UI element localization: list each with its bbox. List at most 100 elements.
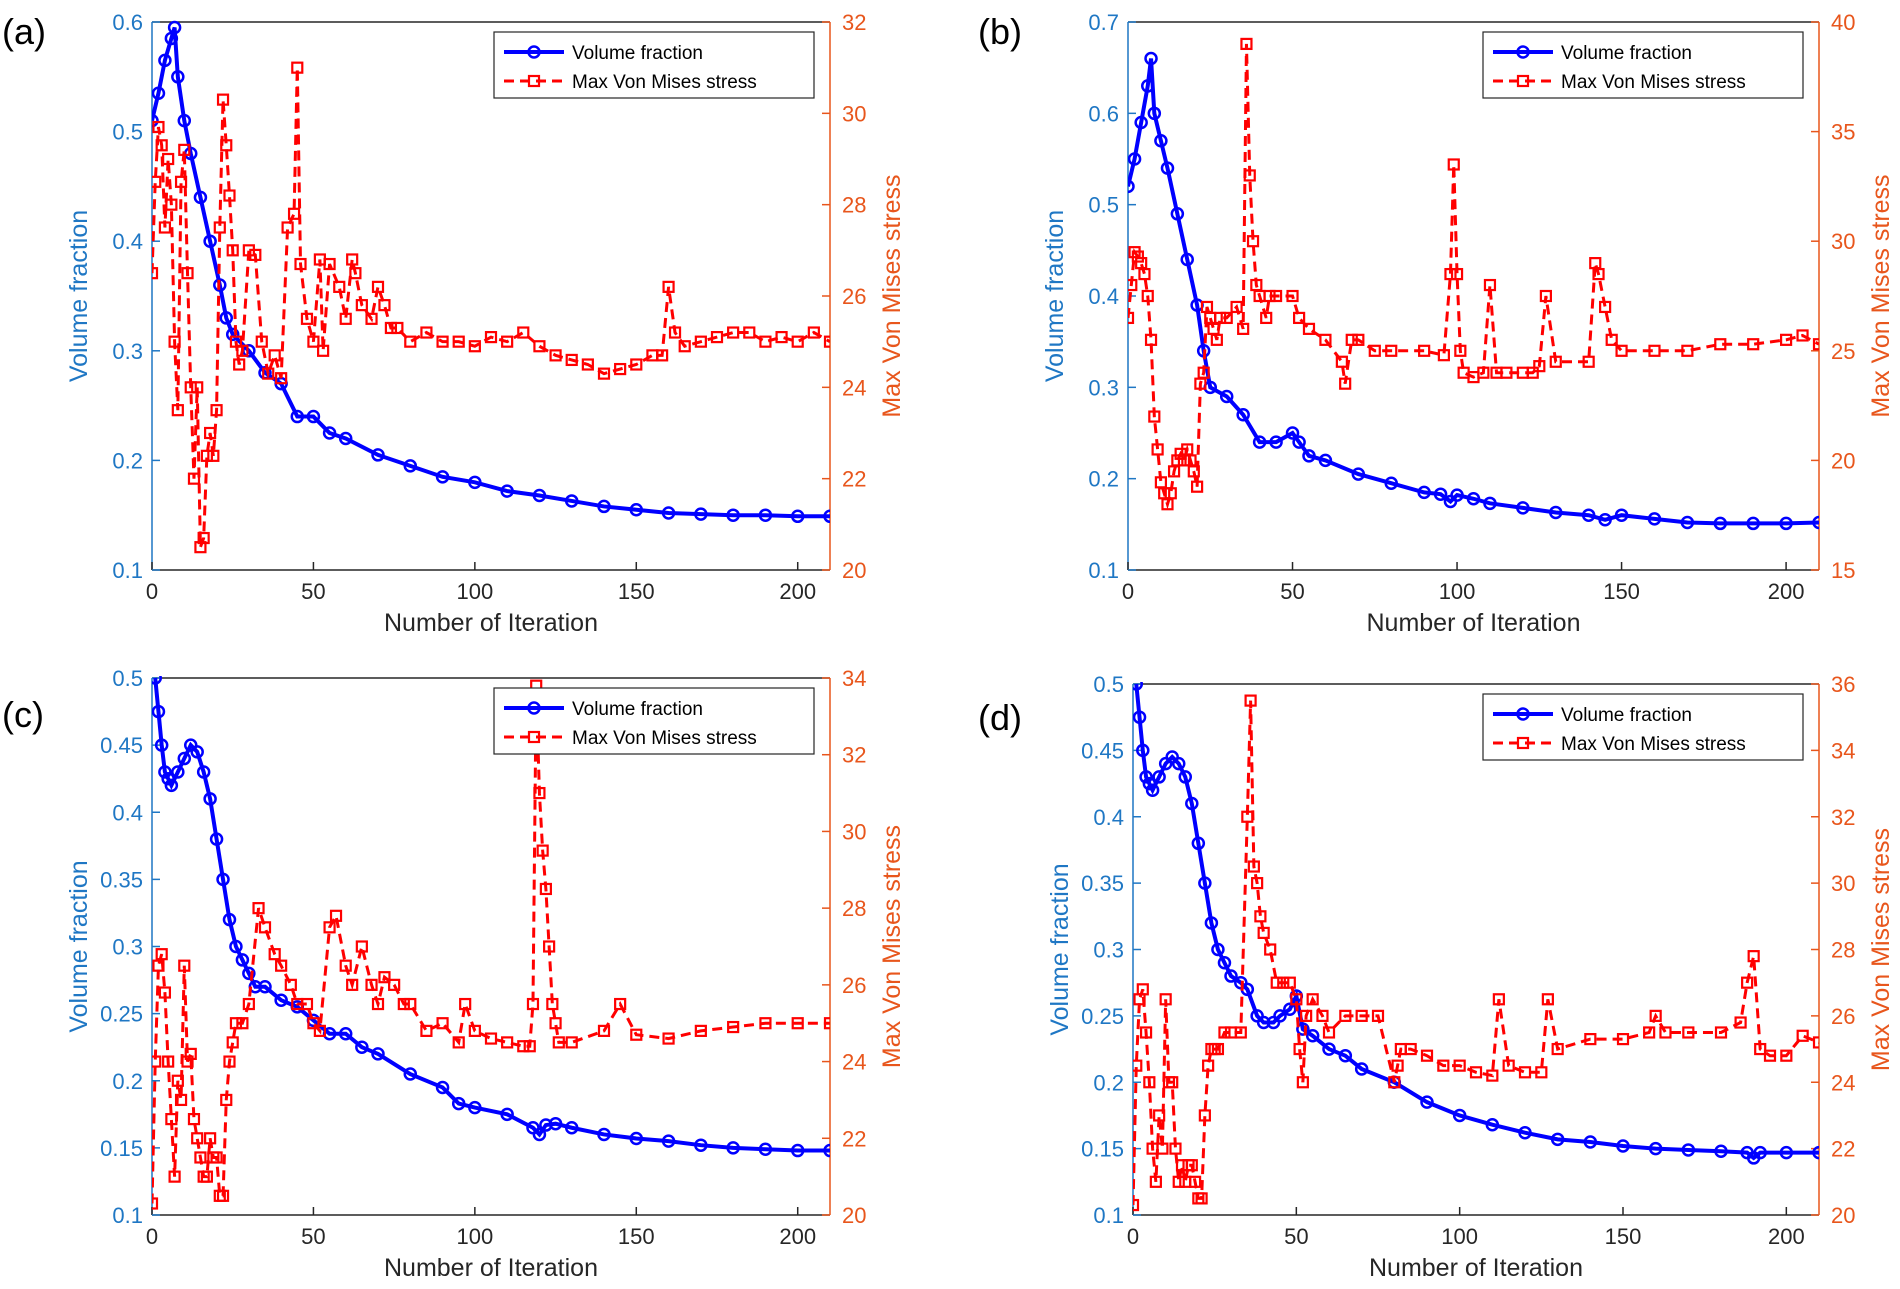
stress-marker — [1539, 289, 1552, 303]
volume-fraction-series — [1133, 682, 1819, 1165]
y-left-tick-label: 0.15 — [100, 1136, 143, 1161]
stress-marker — [174, 1093, 188, 1107]
stress-marker — [1780, 1049, 1793, 1062]
volume-fraction-marker — [1142, 776, 1157, 791]
volume-fraction-marker — [1134, 115, 1148, 130]
y-right-tick-label: 32 — [842, 743, 866, 768]
y-left-tick-label: 0.2 — [112, 1069, 143, 1094]
volume-fraction-marker — [161, 771, 175, 786]
stress-marker — [229, 1017, 243, 1030]
volume-fraction-marker — [694, 1138, 708, 1152]
stress-marker — [791, 1017, 804, 1030]
stress-marker — [1133, 1059, 1143, 1072]
stress-marker — [597, 1024, 611, 1037]
stress-marker — [1264, 943, 1277, 956]
volume-fraction-marker — [629, 502, 644, 517]
stress-marker — [287, 207, 301, 220]
x-tick-label: 100 — [1441, 1224, 1478, 1249]
stress-marker — [378, 971, 391, 984]
volume-fraction-marker — [1714, 1144, 1728, 1159]
stress-marker — [1605, 333, 1618, 346]
x-tick-label: 150 — [618, 579, 655, 604]
legend-swatch-marker — [527, 74, 541, 88]
y-left-tick-label: 0.3 — [1088, 375, 1119, 400]
stress-marker — [539, 882, 552, 896]
y-right-tick-label: 20 — [842, 1203, 866, 1228]
stress-marker — [207, 449, 220, 462]
panel-label: (a) — [2, 11, 46, 52]
legend-box — [493, 687, 815, 755]
stress-marker — [152, 1055, 162, 1068]
legend-label: Volume fraction — [572, 43, 703, 64]
stress-marker — [275, 959, 288, 972]
stress-marker — [656, 349, 669, 362]
stress-series — [1128, 37, 1819, 511]
y-right-tick-label: 35 — [1831, 120, 1855, 145]
stress-marker — [307, 1017, 320, 1030]
stress-marker — [1316, 1009, 1329, 1022]
stress-marker — [630, 1028, 643, 1041]
volume-fraction-marker — [403, 1067, 418, 1081]
stress-marker — [1241, 810, 1254, 823]
stress-marker — [391, 321, 404, 335]
stress-marker — [1648, 344, 1661, 357]
volume-fraction-marker — [171, 765, 185, 779]
volume-fraction-marker — [1171, 756, 1186, 771]
stress-marker — [1151, 443, 1164, 456]
stress-marker — [1322, 1026, 1336, 1039]
y-left-tick-label: 0.25 — [100, 1002, 143, 1027]
y-left-tick-label: 0.25 — [1081, 1004, 1124, 1029]
stress-marker — [1166, 1076, 1179, 1089]
volume-fraction-marker — [500, 484, 514, 498]
y-right-tick-label: 24 — [842, 375, 866, 400]
stress-marker — [404, 997, 417, 1011]
stress-marker — [1747, 338, 1760, 351]
stress-marker — [597, 367, 611, 380]
volume-fraction-marker — [758, 508, 773, 522]
legend-swatch-marker — [1516, 45, 1530, 59]
y-right-tick-label: 20 — [842, 558, 866, 583]
stress-marker — [630, 358, 643, 371]
volume-fraction-marker — [790, 1143, 805, 1158]
stress-marker — [459, 997, 472, 1011]
stress-marker — [197, 531, 210, 545]
stress-marker — [452, 335, 465, 348]
y-right-tick-label: 36 — [1831, 672, 1855, 697]
stress-marker — [329, 909, 343, 922]
y-right-tick-label: 26 — [1831, 1004, 1855, 1029]
stress-marker — [1391, 1059, 1404, 1072]
volume-fraction-marker — [1338, 1048, 1353, 1063]
chart-panel-a: (a) 0 50 100 150 200 0.1 0.2 0.3 0.4 0.5 0.6 20 22 24 2… — [2, 10, 906, 637]
volume-fraction-marker — [1236, 407, 1250, 422]
stress-marker — [384, 321, 398, 335]
volume-fraction-marker — [213, 278, 227, 292]
stress-marker — [184, 381, 197, 394]
stress-marker — [378, 299, 391, 312]
y-left-tick-label: 0.4 — [112, 229, 143, 254]
legend-swatch-marker — [1516, 736, 1530, 750]
stress-marker — [1582, 355, 1595, 368]
stress-marker — [168, 1170, 181, 1183]
stress-marker — [291, 61, 304, 74]
stress-marker — [178, 959, 191, 972]
legend: Volume fraction Max Von Mises stress — [1482, 31, 1804, 99]
y-right-tick-label: 15 — [1831, 558, 1855, 583]
y-right-tick-label: 24 — [842, 1050, 866, 1075]
y-left-axis-label: Volume fraction — [1046, 863, 1074, 1035]
stress-marker — [168, 335, 181, 348]
stress-marker — [162, 152, 175, 166]
stress-marker — [152, 959, 165, 972]
stress-marker — [1148, 410, 1161, 423]
stress-marker — [533, 786, 546, 800]
stress-marker — [1188, 1175, 1202, 1188]
volume-fraction-marker — [306, 409, 321, 424]
volume-fraction-marker — [229, 939, 243, 954]
stress-marker — [1172, 1175, 1185, 1188]
stress-marker — [1796, 1029, 1809, 1042]
x-tick-label: 0 — [1127, 1224, 1139, 1249]
volume-fraction-marker — [242, 966, 256, 981]
stress-marker — [1450, 267, 1464, 281]
stress-marker — [204, 426, 217, 440]
stress-marker — [200, 1170, 213, 1183]
stress-marker — [436, 335, 449, 348]
